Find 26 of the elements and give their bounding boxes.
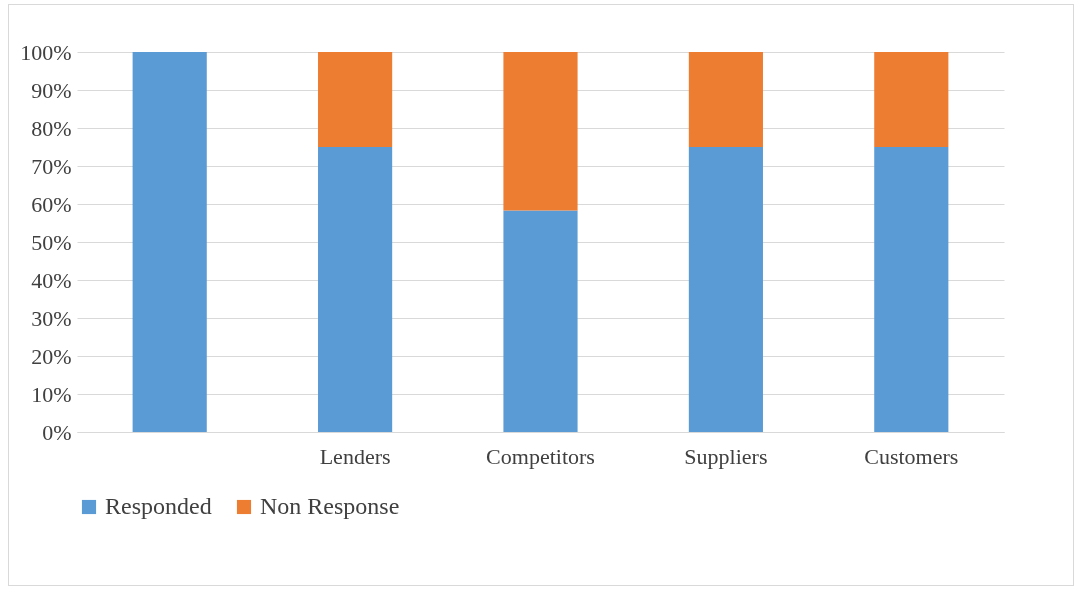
bar xyxy=(874,52,949,147)
x-tick-label: Customers xyxy=(864,443,959,469)
y-tick-label: 20% xyxy=(31,343,72,369)
y-tick-label: 80% xyxy=(31,115,72,141)
bar xyxy=(874,147,949,432)
y-tick-label: 30% xyxy=(31,305,72,331)
y-tick-label: 50% xyxy=(31,229,72,255)
bar xyxy=(688,52,763,147)
legend-label: Non Response xyxy=(260,493,400,519)
bar xyxy=(318,52,393,147)
bar xyxy=(503,52,578,211)
y-tick-label: 0% xyxy=(42,419,72,445)
x-tick-label: Suppliers xyxy=(684,443,768,469)
bar xyxy=(132,52,207,432)
bar xyxy=(688,147,763,432)
y-tick-label: 70% xyxy=(31,153,72,179)
x-tick-label: Lenders xyxy=(319,443,391,469)
bar xyxy=(503,210,578,432)
y-tick-label: 100% xyxy=(20,39,72,65)
x-tick-label: Competitors xyxy=(486,443,595,469)
y-tick-label: 90% xyxy=(31,77,72,103)
y-tick-label: 60% xyxy=(31,191,72,217)
legend-label: Responded xyxy=(105,493,212,519)
y-tick-label: 40% xyxy=(31,267,72,293)
y-tick-label: 10% xyxy=(31,381,72,407)
bar xyxy=(318,147,393,432)
